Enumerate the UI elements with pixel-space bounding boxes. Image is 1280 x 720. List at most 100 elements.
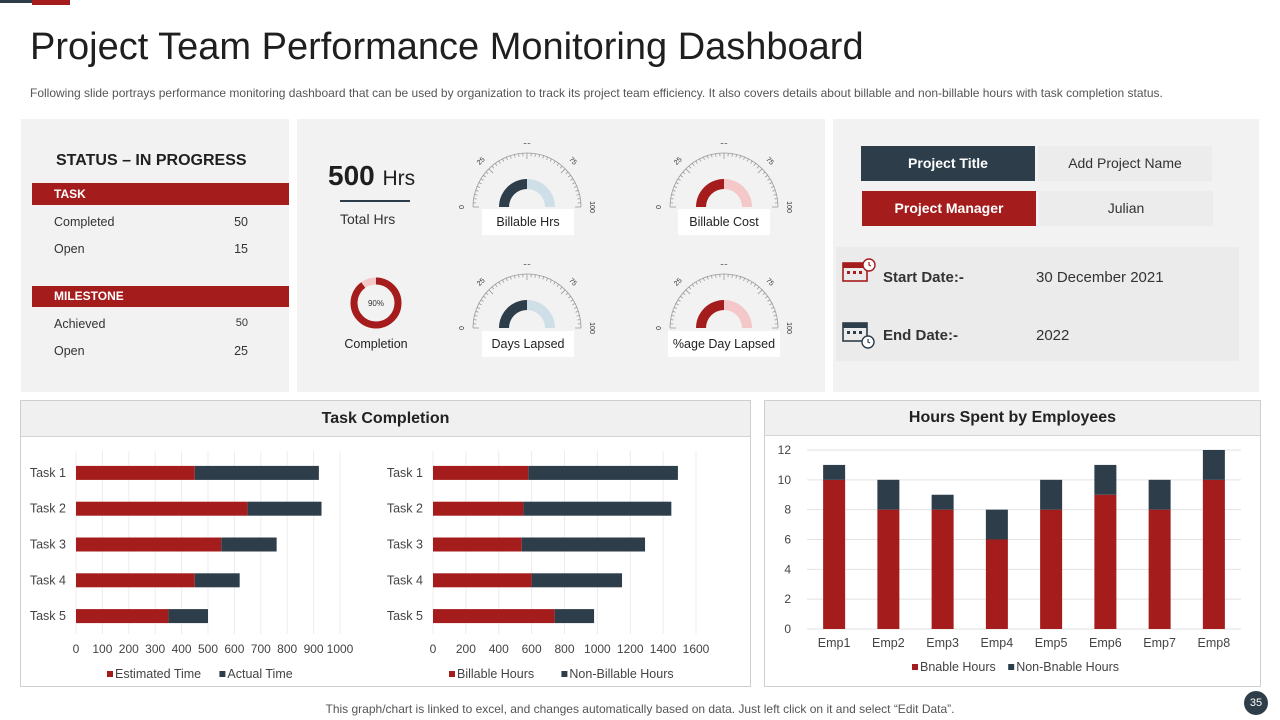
gauge-tick bbox=[772, 189, 776, 192]
gauge-tick bbox=[514, 154, 516, 158]
gauge-tick-label: 50 bbox=[523, 143, 531, 146]
category-label: Task 1 bbox=[387, 466, 423, 480]
bar-secondary bbox=[194, 573, 240, 588]
gauge-tick bbox=[480, 178, 484, 181]
gauge-tick bbox=[568, 174, 571, 178]
gauge-tick bbox=[494, 163, 498, 166]
gauge-tick bbox=[502, 279, 505, 283]
gauge-tick bbox=[505, 156, 508, 161]
gauge-tick bbox=[478, 303, 482, 306]
project-manager-value[interactable]: Julian bbox=[1039, 191, 1213, 226]
milestone-achieved-label: Achieved bbox=[54, 317, 106, 331]
gauge-tick bbox=[695, 160, 698, 164]
gauge-tick bbox=[673, 306, 678, 309]
gauge-tick-label: 75 bbox=[764, 277, 775, 288]
bar-secondary bbox=[523, 501, 672, 516]
gauge-billable-hrs-label: Billable Hrs bbox=[482, 209, 574, 235]
gauge-tick-label: 25 bbox=[673, 277, 684, 288]
total-hours-unit: Hrs bbox=[382, 167, 416, 190]
task-billable-chart: 0 200 400 600 800 1000 1200 1400 1600 Task 1 Task … bbox=[387, 451, 710, 681]
gauge-tick-label: 50 bbox=[720, 264, 728, 267]
gauge-tick bbox=[573, 306, 578, 309]
bar-secondary bbox=[985, 509, 1008, 540]
gauge-tick bbox=[682, 171, 686, 175]
gauge-tick bbox=[688, 165, 692, 169]
gauge-day-lapsed-percent-label: %age Day Lapsed bbox=[668, 331, 780, 357]
total-hours-label: Total Hrs bbox=[340, 211, 396, 227]
gauge-tick bbox=[675, 182, 679, 185]
gauge-tick-label: 50 bbox=[720, 143, 728, 146]
gauge-tick-label: 0 bbox=[656, 326, 663, 330]
x-tick-label: 200 bbox=[456, 642, 476, 656]
status-panel bbox=[21, 119, 289, 392]
gauge-tick-label: 0 bbox=[459, 205, 466, 209]
category-label: Task 3 bbox=[30, 538, 66, 552]
gauge-tick bbox=[743, 277, 746, 282]
category-label: Emp5 bbox=[1035, 636, 1068, 650]
gauge-tick bbox=[488, 289, 494, 295]
gauge-tick bbox=[559, 286, 563, 290]
category-label: Emp3 bbox=[926, 636, 959, 650]
category-label: Emp2 bbox=[872, 636, 905, 650]
gauge-tick bbox=[509, 155, 512, 159]
gauge-tick bbox=[560, 289, 566, 295]
start-date-value: 30 December 2021 bbox=[1036, 269, 1164, 286]
x-tick-label: 900 bbox=[304, 642, 324, 656]
legend-swatch bbox=[107, 671, 113, 677]
gauge-scale-arc bbox=[669, 273, 779, 329]
gauge-tick bbox=[559, 165, 563, 169]
gauge-remaining-arc bbox=[724, 179, 752, 207]
gauge-day-lapsed-percent: 0 25 50 75 100 bbox=[656, 264, 792, 334]
gauge-tick bbox=[672, 310, 676, 313]
bar-primary bbox=[823, 479, 846, 629]
hours-spent-box: Hours Spent by Employees bbox=[764, 400, 1261, 687]
gauge-tick bbox=[691, 163, 695, 166]
bar-secondary bbox=[877, 479, 900, 510]
legend-label: Bnable Hours bbox=[920, 660, 996, 674]
gauge-tick bbox=[699, 279, 702, 283]
gauge-tick bbox=[671, 315, 675, 317]
gauge-tick-label: 100 bbox=[588, 322, 595, 334]
task-completed-value: 50 bbox=[234, 215, 248, 229]
gauge-tick bbox=[773, 315, 777, 317]
gauge-tick bbox=[556, 284, 560, 287]
x-tick-label: 1400 bbox=[650, 642, 677, 656]
bar-primary bbox=[877, 509, 900, 629]
gauge-tick bbox=[570, 299, 574, 302]
gauge-tick bbox=[553, 160, 556, 164]
bar-primary bbox=[76, 465, 195, 480]
gauge-tick bbox=[677, 299, 681, 302]
bar-primary bbox=[433, 501, 524, 516]
bar-secondary bbox=[531, 573, 623, 588]
category-label: Task 4 bbox=[387, 573, 423, 587]
x-tick-label: 600 bbox=[224, 642, 244, 656]
bar-primary bbox=[931, 509, 954, 629]
gauge-tick bbox=[576, 315, 580, 317]
gauge-tick bbox=[575, 310, 579, 313]
x-tick-label: 400 bbox=[489, 642, 509, 656]
gauge-tick-label: 0 bbox=[459, 326, 466, 330]
gauge-tick bbox=[753, 284, 757, 287]
gauge-tick bbox=[680, 174, 683, 178]
gauge-value-arc bbox=[696, 300, 724, 328]
gauge-tick bbox=[502, 158, 505, 162]
category-label: Task 4 bbox=[30, 573, 66, 587]
gauge-tick bbox=[677, 178, 681, 181]
gauge-tick bbox=[474, 194, 478, 196]
milestone-open-value: 25 bbox=[234, 344, 248, 358]
bar-secondary bbox=[194, 465, 319, 480]
legend-swatch bbox=[912, 664, 918, 670]
milestone-achieved-value: 50 bbox=[235, 317, 248, 329]
y-tick-label: 8 bbox=[784, 503, 791, 517]
project-title-value[interactable]: Add Project Name bbox=[1038, 146, 1212, 181]
gauge-tick bbox=[672, 189, 676, 192]
bar-secondary bbox=[528, 465, 678, 480]
x-tick-label: 600 bbox=[522, 642, 542, 656]
category-label: Task 2 bbox=[30, 502, 66, 516]
gauge-tick bbox=[498, 281, 501, 285]
gauge-tick bbox=[671, 194, 675, 196]
x-tick-label: 400 bbox=[172, 642, 192, 656]
dates-box bbox=[836, 247, 1239, 361]
gauge-tick bbox=[542, 155, 545, 159]
gauge-tick bbox=[739, 155, 742, 159]
